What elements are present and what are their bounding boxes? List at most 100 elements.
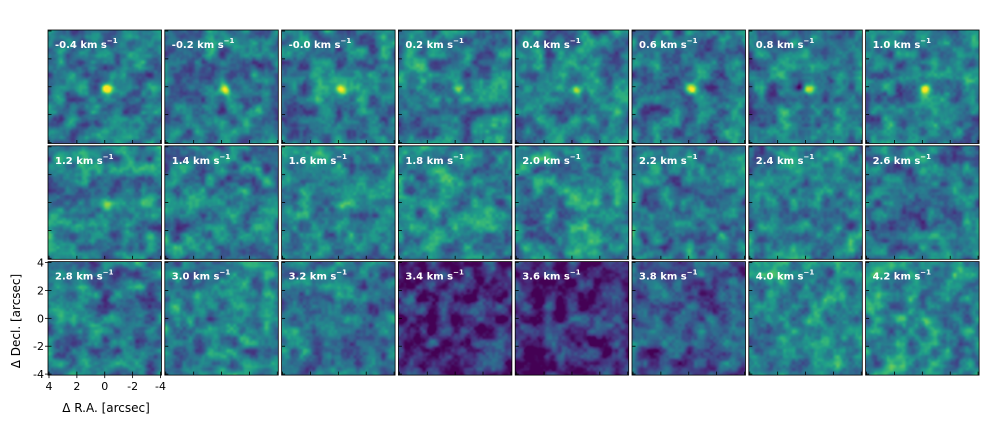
channel-map-image xyxy=(748,261,863,376)
velocity-label: 1.4 km s−1 xyxy=(172,153,231,167)
velocity-unit-exponent: −1 xyxy=(336,153,347,161)
velocity-label: 3.6 km s−1 xyxy=(522,269,581,283)
channel-map-image xyxy=(398,30,512,144)
channel-panel: 1.6 km s−1 xyxy=(281,145,396,260)
channel-map-image xyxy=(632,261,746,376)
velocity-label: 0.4 km s−1 xyxy=(522,37,581,51)
velocity-value: 2.8 km s xyxy=(55,272,103,283)
velocity-unit-exponent: −1 xyxy=(570,153,581,161)
velocity-value: 4.0 km s xyxy=(756,272,804,283)
axes-annotations: 4 2 0 -2 -4 4 2 0 -2 -4 Δ Decl. [arcsec] Δ R.A. … xyxy=(9,257,166,415)
channel-panel: 3.8 km s−1 xyxy=(631,261,746,376)
channel-map-image xyxy=(164,30,279,144)
velocity-unit-exponent: −1 xyxy=(687,37,698,45)
channel-panel: 1.0 km s−1 xyxy=(865,29,980,144)
y-tick-label: -4 xyxy=(33,368,44,381)
velocity-unit-exponent: −1 xyxy=(453,153,464,161)
velocity-label: -0.0 km s−1 xyxy=(289,37,352,51)
channel-map-image xyxy=(865,261,980,376)
channel-map-image xyxy=(515,261,629,376)
velocity-value: 2.4 km s xyxy=(756,156,804,167)
channel-panel: 4.2 km s−1 xyxy=(865,261,980,376)
channel-panel: 3.2 km s−1 xyxy=(281,261,396,376)
channel-map-image xyxy=(164,145,279,260)
velocity-unit-exponent: −1 xyxy=(453,269,464,277)
channel-map-image xyxy=(281,261,396,376)
velocity-label: 3.2 km s−1 xyxy=(289,269,348,283)
velocity-label: 2.2 km s−1 xyxy=(639,153,698,167)
channel-map-image xyxy=(865,145,980,260)
velocity-value: 1.0 km s xyxy=(873,40,921,51)
velocity-label: 2.4 km s−1 xyxy=(756,153,815,167)
channel-panel: 2.8 km s−1 xyxy=(47,261,162,376)
velocity-label: 0.2 km s−1 xyxy=(405,37,464,51)
x-tick-label: 4 xyxy=(46,380,53,393)
x-tick-label: -2 xyxy=(127,380,138,393)
velocity-unit-exponent: −1 xyxy=(453,37,464,45)
x-tick-labels: 4 2 0 -2 -4 xyxy=(46,375,166,393)
channel-map-image xyxy=(281,145,396,260)
x-tick-label: 2 xyxy=(73,380,80,393)
velocity-label: 1.6 km s−1 xyxy=(289,153,348,167)
channel-panel: 1.4 km s−1 xyxy=(164,145,279,260)
velocity-value: 1.4 km s xyxy=(172,156,220,167)
channel-panel: 2.4 km s−1 xyxy=(748,145,863,260)
velocity-unit-exponent: −1 xyxy=(687,269,698,277)
channel-panel: 2.2 km s−1 xyxy=(631,145,746,260)
velocity-label: 4.2 km s−1 xyxy=(873,269,932,283)
channel-map-image xyxy=(865,30,980,144)
velocity-value: 3.4 km s xyxy=(405,272,453,283)
velocity-value: 1.8 km s xyxy=(405,156,453,167)
velocity-value: 1.2 km s xyxy=(55,156,103,167)
channel-panel: 0.6 km s−1 xyxy=(631,29,746,144)
velocity-value: -0.0 km s xyxy=(289,40,341,51)
velocity-label: 2.8 km s−1 xyxy=(55,269,114,283)
channel-panel: 1.2 km s−1 xyxy=(47,145,162,260)
velocity-value: 3.2 km s xyxy=(289,272,337,283)
channel-panel: 3.6 km s−1 xyxy=(514,261,630,376)
channel-map-image xyxy=(48,145,162,260)
channel-map-image xyxy=(515,30,629,144)
channel-panel: -0.0 km s−1 xyxy=(281,29,396,144)
velocity-label: 0.8 km s−1 xyxy=(756,37,815,51)
channel-panel: 1.8 km s−1 xyxy=(397,145,513,260)
y-tick-label: 0 xyxy=(37,312,44,325)
channel-map-image xyxy=(515,145,629,260)
velocity-unit-exponent: −1 xyxy=(920,269,931,277)
channel-panels: -0.4 km s−1 -0.2 km s−1 -0.0 km s−1 0.2 km … xyxy=(47,29,980,376)
velocity-value: 3.0 km s xyxy=(172,272,220,283)
velocity-value: -0.4 km s xyxy=(55,40,107,51)
velocity-label: -0.4 km s−1 xyxy=(55,37,118,51)
velocity-label: -0.2 km s−1 xyxy=(172,37,235,51)
velocity-value: 2.0 km s xyxy=(522,156,570,167)
velocity-unit-exponent: −1 xyxy=(920,37,931,45)
channel-panel: -0.4 km s−1 xyxy=(47,29,162,144)
velocity-unit-exponent: −1 xyxy=(220,153,231,161)
velocity-label: 3.4 km s−1 xyxy=(405,269,464,283)
x-tick-label: 0 xyxy=(101,380,108,393)
y-tick-label: 4 xyxy=(37,257,44,270)
velocity-value: 3.6 km s xyxy=(522,272,570,283)
channel-panel: 2.6 km s−1 xyxy=(865,145,980,260)
channel-map-image xyxy=(164,261,279,376)
velocity-unit-exponent: −1 xyxy=(103,269,114,277)
velocity-value: 4.2 km s xyxy=(873,272,921,283)
channel-panel: 3.4 km s−1 xyxy=(397,261,513,376)
y-tick-label: -2 xyxy=(33,340,44,353)
velocity-value: 2.6 km s xyxy=(873,156,921,167)
velocity-unit-exponent: −1 xyxy=(570,37,581,45)
channel-map-image xyxy=(632,30,746,144)
velocity-value: 3.8 km s xyxy=(639,272,687,283)
velocity-value: -0.2 km s xyxy=(172,40,224,51)
velocity-unit-exponent: −1 xyxy=(804,269,815,277)
x-tick-label: -4 xyxy=(155,380,166,393)
channel-panel: 0.8 km s−1 xyxy=(748,29,863,144)
velocity-unit-exponent: −1 xyxy=(340,37,351,45)
channel-panel: 0.4 km s−1 xyxy=(514,29,630,144)
velocity-label: 2.0 km s−1 xyxy=(522,153,581,167)
velocity-label: 3.8 km s−1 xyxy=(639,269,698,283)
channel-map-image xyxy=(398,145,512,260)
velocity-value: 1.6 km s xyxy=(289,156,337,167)
channel-map-image xyxy=(632,145,746,260)
